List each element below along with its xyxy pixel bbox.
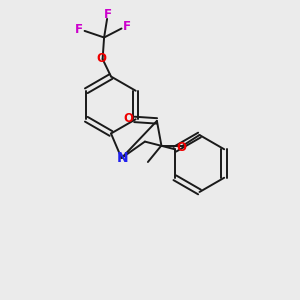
Text: N: N <box>116 151 128 165</box>
Text: O: O <box>177 141 187 154</box>
Text: F: F <box>104 8 112 21</box>
Text: F: F <box>75 23 83 36</box>
Text: O: O <box>123 112 134 125</box>
Text: F: F <box>123 20 131 34</box>
Text: O: O <box>97 52 107 65</box>
